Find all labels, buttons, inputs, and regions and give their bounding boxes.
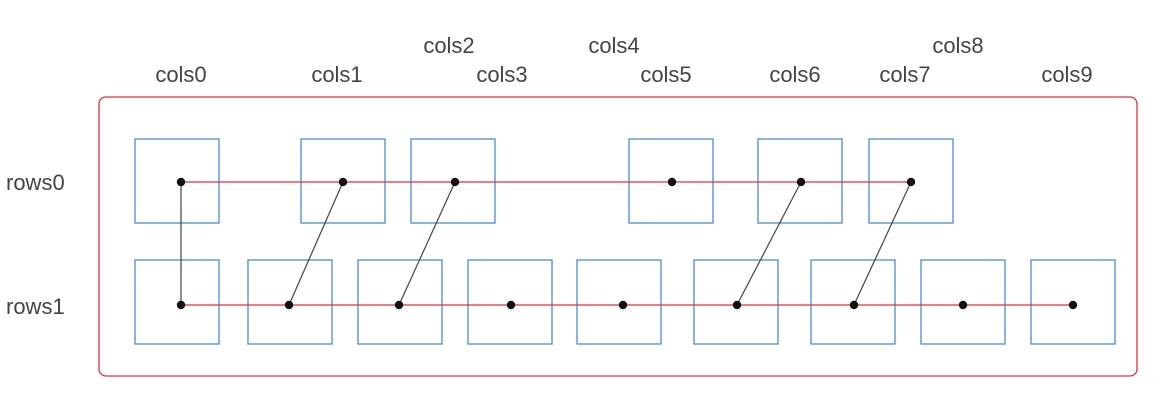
- node-dot-rows0-cols5: [667, 177, 677, 187]
- node-dot-rows0-cols7: [906, 177, 916, 187]
- node-box-rows0-cols1: [300, 138, 386, 224]
- node-box-rows1-cols9: [1030, 259, 1116, 345]
- node-dot-rows0-cols2: [450, 177, 460, 187]
- node-dot-rows1-cols2: [394, 300, 404, 310]
- node-dot-rows1-cols4: [618, 300, 628, 310]
- node-box-rows1-cols4: [576, 259, 662, 345]
- column-label-cols7: cols7: [879, 62, 930, 87]
- link-cols7: [853, 181, 912, 306]
- node-dot-rows1-cols1: [284, 300, 294, 310]
- node-dot-rows1-cols3: [506, 300, 516, 310]
- node-box-rows1-cols2: [357, 259, 443, 345]
- node-dot-rows1-cols7: [849, 300, 859, 310]
- node-box-rows0-cols0: [134, 138, 220, 224]
- row-label-rows1: rows1: [6, 294, 65, 319]
- node-box-rows0-cols5: [628, 138, 714, 224]
- node-box-rows1-cols7: [810, 259, 896, 345]
- column-label-cols8: cols8: [932, 33, 983, 58]
- node-dot-rows1-cols8: [958, 300, 968, 310]
- column-label-cols3: cols3: [476, 62, 527, 87]
- column-label-cols9: cols9: [1041, 62, 1092, 87]
- column-label-cols5: cols5: [640, 62, 691, 87]
- node-dot-rows1-cols6: [732, 300, 742, 310]
- node-box-rows1-cols0: [134, 259, 220, 345]
- node-box-rows0-cols7: [868, 138, 954, 224]
- node-box-rows1-cols3: [467, 259, 553, 345]
- link-cols1: [288, 181, 344, 306]
- node-box-rows0-cols2: [410, 138, 496, 224]
- node-dot-rows0-cols0: [176, 177, 186, 187]
- node-box-rows1-cols8: [920, 259, 1006, 345]
- node-box-rows1-cols6: [693, 259, 779, 345]
- column-label-cols0: cols0: [155, 62, 206, 87]
- column-label-cols1: cols1: [311, 62, 362, 87]
- node-dot-rows0-cols6: [796, 177, 806, 187]
- node-dot-rows1-cols0: [176, 300, 186, 310]
- outer-frame: [98, 96, 1138, 377]
- column-label-cols6: cols6: [769, 62, 820, 87]
- node-dot-rows1-cols9: [1068, 300, 1078, 310]
- link-cols2: [398, 181, 456, 306]
- link-cols6: [736, 181, 802, 306]
- column-label-cols4: cols4: [588, 33, 639, 58]
- column-label-cols2: cols2: [423, 33, 474, 58]
- row-label-rows0: rows0: [6, 170, 65, 195]
- node-box-rows1-cols1: [247, 259, 333, 345]
- node-box-rows0-cols6: [757, 138, 843, 224]
- node-dot-rows0-cols1: [338, 177, 348, 187]
